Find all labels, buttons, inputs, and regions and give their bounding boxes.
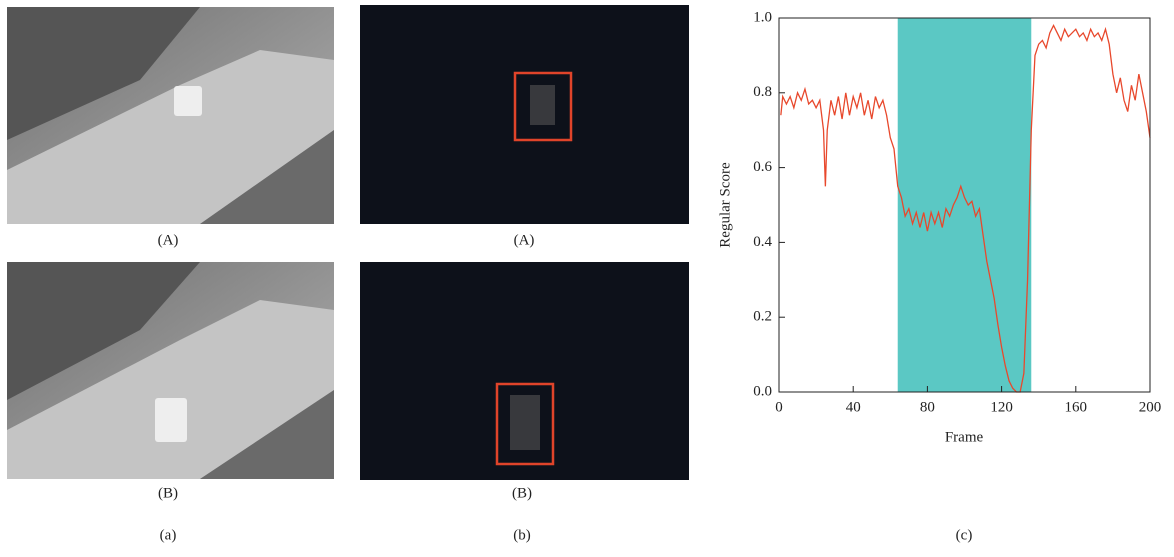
image-label: (B) <box>512 485 532 501</box>
error-map <box>360 262 689 480</box>
photo <box>7 262 334 479</box>
y-tick-label: 0.4 <box>753 234 772 250</box>
image-label: (A) <box>158 232 179 248</box>
x-tick-label: 200 <box>1139 399 1162 415</box>
image-label: (A) <box>514 232 535 248</box>
y-axis-label: Regular Score <box>717 162 733 248</box>
y-tick-label: 0.0 <box>753 383 772 399</box>
panel-label: (c) <box>956 527 973 543</box>
error-map <box>360 5 689 224</box>
line <box>780 24 1151 393</box>
highlight-span <box>897 18 1032 392</box>
x-tick-label: 80 <box>920 399 935 415</box>
x-tick-label: 160 <box>1065 399 1088 415</box>
x-axis-label: Frame <box>945 429 984 445</box>
panel-label: (b) <box>513 527 531 543</box>
image-label: (B) <box>158 485 178 501</box>
y-tick-label: 0.6 <box>753 159 772 175</box>
y-tick-label: 1.0 <box>753 9 772 25</box>
photo <box>7 7 334 224</box>
plot-frame <box>778 17 1151 393</box>
y-tick-label: 0.2 <box>753 309 772 325</box>
y-tick-label: 0.8 <box>753 84 772 100</box>
x-tick-label: 40 <box>846 399 861 415</box>
panel-label: (a) <box>160 527 177 543</box>
x-tick-label: 0 <box>775 399 783 415</box>
x-tick-label: 120 <box>990 399 1013 415</box>
